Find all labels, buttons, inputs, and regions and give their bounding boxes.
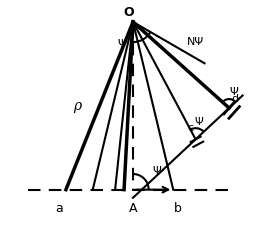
Text: a: a: [55, 202, 63, 215]
Text: A: A: [129, 202, 137, 215]
Text: Ψ: Ψ: [117, 39, 126, 49]
Text: NΨ: NΨ: [187, 37, 204, 47]
Text: b: b: [174, 202, 182, 215]
Text: d: d: [231, 94, 239, 104]
Text: O: O: [123, 6, 134, 19]
Text: Ψ: Ψ: [152, 166, 161, 176]
Text: ρ: ρ: [73, 99, 81, 113]
Text: Ψ: Ψ: [229, 87, 238, 97]
Text: c: c: [187, 123, 193, 133]
Text: Ψ: Ψ: [194, 117, 203, 127]
